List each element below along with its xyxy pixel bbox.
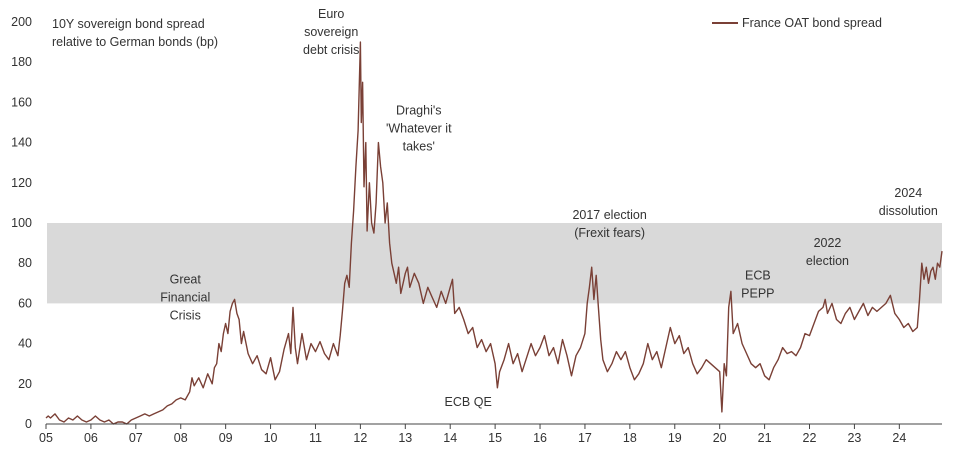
annotation: Euro sovereign debt crisis — [303, 7, 359, 57]
annotation: 2017 election (Frexit fears) — [572, 208, 646, 240]
annotation-line: election — [806, 254, 849, 268]
x-tick-label: 06 — [84, 431, 98, 445]
x-tick-label: 19 — [668, 431, 682, 445]
x-tick-label: 05 — [39, 431, 53, 445]
y-axis-title-line-1: 10Y sovereign bond spread — [52, 17, 205, 31]
x-tick-label: 17 — [578, 431, 592, 445]
annotation-line: 2022 — [814, 236, 842, 250]
annotation: Great Financial Crisis — [160, 272, 210, 322]
y-tick-label: 200 — [11, 15, 32, 29]
x-tick-label: 23 — [847, 431, 861, 445]
y-tick-label: 80 — [18, 256, 32, 270]
y-tick-label: 120 — [11, 176, 32, 190]
annotation-line: debt crisis — [303, 43, 359, 57]
x-tick-label: 09 — [219, 431, 233, 445]
annotation-line: ECB — [745, 268, 771, 282]
x-tick-label: 15 — [488, 431, 502, 445]
x-tick-label: 12 — [353, 431, 367, 445]
x-tick-label: 07 — [129, 431, 143, 445]
y-tick-label: 180 — [11, 55, 32, 69]
x-tick-label: 14 — [443, 431, 457, 445]
y-tick-label: 40 — [18, 337, 32, 351]
x-tick-label: 10 — [264, 431, 278, 445]
annotation-line: ECB QE — [445, 395, 492, 409]
annotation-line: Draghi's — [396, 104, 441, 118]
y-tick-label: 20 — [18, 377, 32, 391]
series-line-france-oat — [45, 41, 943, 425]
annotation-line: Great — [170, 272, 202, 286]
x-tick-label: 08 — [174, 431, 188, 445]
y-tick-label: 0 — [25, 417, 32, 431]
annotation-line: 2024 — [894, 186, 922, 200]
annotation: ECB QE — [445, 395, 492, 409]
annotation-line: 'Whatever it — [386, 122, 452, 136]
x-tick-label: 21 — [758, 431, 772, 445]
x-tick-label: 18 — [623, 431, 637, 445]
y-tick-label: 160 — [11, 95, 32, 109]
legend-label: France OAT bond spread — [742, 16, 882, 30]
legend: France OAT bond spread — [712, 16, 882, 30]
annotation: Draghi's 'Whatever it takes' — [386, 104, 452, 154]
y-tick-label: 100 — [11, 216, 32, 230]
annotation-line: PEPP — [741, 286, 774, 300]
annotation: 2024 dissolution — [879, 186, 938, 218]
y-tick-label: 60 — [18, 296, 32, 310]
annotation-line: Crisis — [170, 308, 201, 322]
y-axis-title-line-2: relative to German bonds (bp) — [52, 35, 218, 49]
annotation-line: dissolution — [879, 204, 938, 218]
x-tick-label: 20 — [713, 431, 727, 445]
x-tick-label: 22 — [803, 431, 817, 445]
annotation-line: 2017 election — [572, 208, 646, 222]
annotation-line: Euro — [318, 7, 344, 21]
annotation-line: takes' — [403, 140, 435, 154]
annotation-line: sovereign — [304, 25, 358, 39]
x-tick-label: 13 — [398, 431, 412, 445]
x-tick-label: 11 — [309, 431, 322, 445]
x-tick-label: 24 — [892, 431, 906, 445]
annotation: 2022 election — [806, 236, 849, 268]
y-tick-label: 140 — [11, 136, 32, 150]
annotation-line: Financial — [160, 290, 210, 304]
x-tick-label: 16 — [533, 431, 547, 445]
annotation-line: (Frexit fears) — [574, 226, 645, 240]
shaded-band — [47, 223, 942, 304]
annotation: ECB PEPP — [741, 268, 774, 300]
